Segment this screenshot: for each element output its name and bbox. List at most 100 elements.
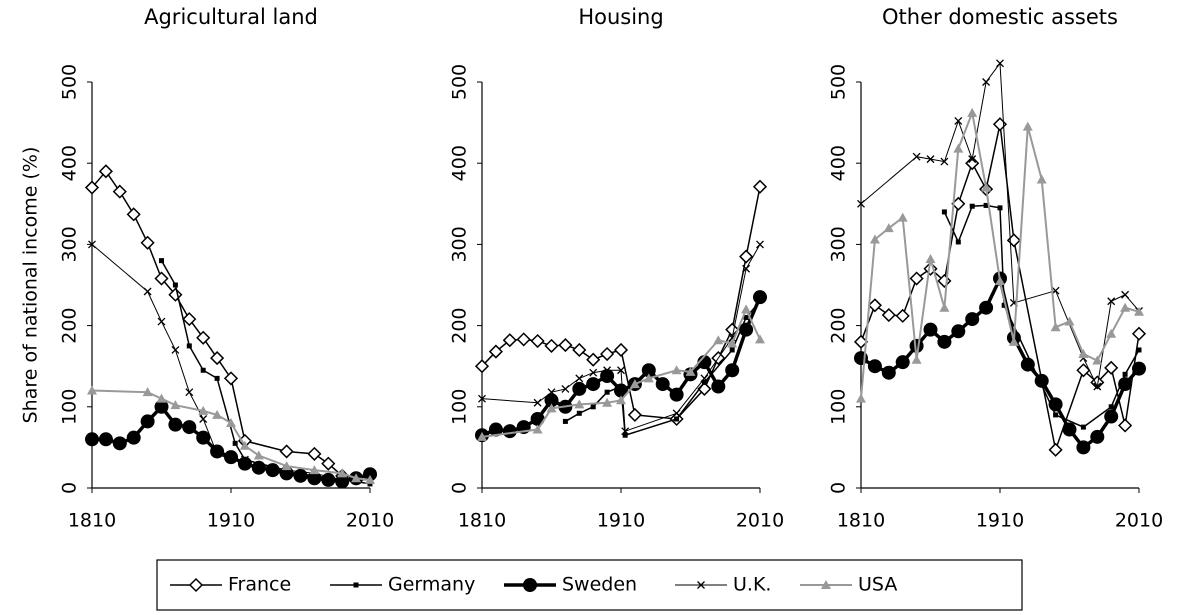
marker — [711, 379, 726, 394]
marker — [701, 379, 707, 385]
marker — [1122, 371, 1128, 377]
marker — [883, 223, 894, 233]
marker — [741, 304, 752, 314]
marker — [561, 384, 570, 393]
marker — [622, 432, 628, 438]
marker — [1092, 355, 1103, 365]
marker — [186, 343, 192, 349]
marker — [558, 338, 573, 353]
marker — [700, 374, 709, 383]
chart-title: Agricultural land — [144, 5, 318, 29]
marker — [955, 239, 961, 245]
marker — [940, 157, 949, 166]
marker — [602, 397, 613, 407]
marker — [897, 212, 908, 222]
marker — [126, 430, 141, 445]
marker — [1053, 412, 1059, 418]
marker — [502, 424, 517, 439]
marker — [188, 577, 204, 593]
marker — [199, 415, 208, 423]
marker — [307, 471, 322, 486]
marker — [367, 481, 373, 487]
marker — [227, 455, 235, 464]
marker — [674, 416, 680, 422]
marker — [185, 388, 194, 397]
marker — [365, 474, 375, 484]
y-tick-label: 200 — [59, 307, 81, 343]
marker — [982, 78, 991, 86]
marker — [1008, 336, 1019, 346]
y-tick-label: 200 — [449, 307, 471, 343]
marker — [223, 371, 239, 386]
y-tick-label: 300 — [828, 226, 850, 262]
marker — [182, 312, 197, 327]
x-tick-label: 1810 — [458, 510, 506, 532]
marker — [502, 333, 517, 348]
marker — [307, 446, 322, 461]
marker — [157, 317, 166, 326]
marker — [756, 240, 764, 249]
marker — [869, 234, 880, 244]
x-tick-label: 2010 — [346, 510, 394, 532]
marker — [84, 180, 100, 195]
marker — [643, 373, 654, 383]
marker — [669, 387, 684, 402]
marker — [140, 414, 155, 429]
marker — [1106, 328, 1117, 338]
marker — [232, 440, 238, 446]
marker — [544, 338, 559, 353]
x-tick-label: 2010 — [1115, 510, 1163, 532]
marker — [600, 346, 615, 362]
marker — [530, 333, 545, 349]
marker — [338, 475, 347, 484]
marker — [576, 410, 582, 416]
marker — [1136, 347, 1142, 353]
marker — [753, 290, 767, 305]
marker — [171, 346, 180, 354]
marker — [321, 456, 336, 471]
marker — [1048, 397, 1063, 412]
marker — [941, 209, 947, 215]
marker — [477, 431, 487, 441]
y-tick-label: 100 — [828, 389, 850, 425]
marker — [353, 582, 359, 588]
marker — [546, 403, 557, 413]
marker — [614, 383, 628, 398]
marker — [226, 418, 236, 428]
marker — [752, 179, 768, 194]
marker — [621, 427, 630, 436]
marker — [112, 436, 127, 451]
marker — [997, 205, 1003, 211]
marker — [488, 344, 503, 359]
marker — [198, 405, 209, 415]
marker — [1120, 302, 1131, 312]
marker — [572, 381, 587, 396]
x-tick-label: 1810 — [837, 510, 885, 532]
marker — [589, 368, 598, 377]
marker — [939, 302, 950, 312]
marker — [1076, 440, 1091, 455]
marker — [140, 235, 155, 250]
marker — [1132, 361, 1146, 376]
legend-box — [156, 559, 1023, 611]
y-tick-label: 0 — [449, 482, 471, 494]
x-tick-label: 2010 — [736, 510, 784, 532]
marker — [547, 388, 556, 397]
y-tick-label: 500 — [449, 64, 471, 100]
marker — [586, 352, 601, 367]
marker — [142, 387, 153, 397]
marker — [672, 409, 681, 418]
marker — [224, 450, 238, 465]
marker — [909, 338, 924, 353]
marker — [995, 275, 1005, 285]
y-tick-label: 500 — [828, 64, 850, 100]
y-tick-label: 100 — [59, 389, 81, 425]
marker — [953, 143, 964, 153]
marker — [196, 330, 211, 345]
marker — [240, 455, 249, 464]
marker — [616, 395, 626, 405]
marker — [641, 363, 656, 378]
x-tick-label: 1810 — [68, 510, 116, 532]
marker — [532, 424, 543, 434]
marker — [154, 399, 169, 414]
